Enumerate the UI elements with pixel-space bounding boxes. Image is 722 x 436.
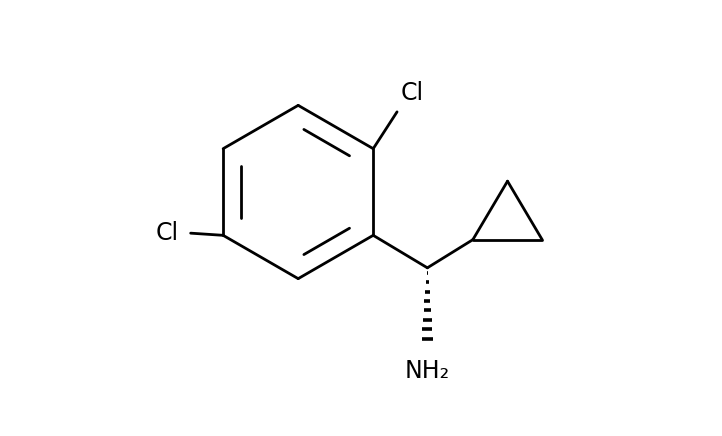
Text: Cl: Cl bbox=[156, 221, 179, 245]
Text: NH₂: NH₂ bbox=[405, 359, 450, 383]
Text: Cl: Cl bbox=[401, 82, 424, 106]
